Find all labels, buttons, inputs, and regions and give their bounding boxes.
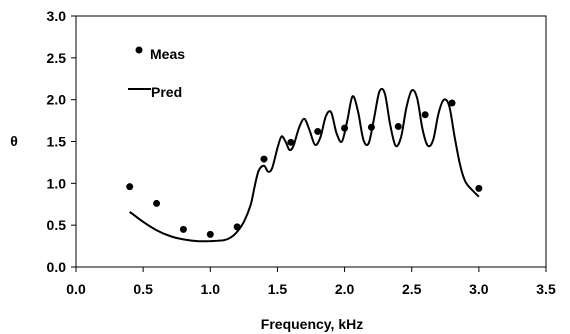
x-axis-ticks: 0.0 0.5 1.0 1.5 2.0 2.5 3.0 3.5 (66, 267, 556, 297)
x-tick-label: 1.5 (268, 281, 288, 297)
legend: Meas Pred (128, 46, 185, 100)
x-axis-title: Frequency, kHz (261, 316, 363, 332)
pred-series (129, 87, 480, 243)
meas-series (126, 99, 483, 238)
y-axis-title: θ (10, 133, 18, 149)
legend-meas-label: Meas (150, 46, 185, 62)
meas-point (421, 111, 429, 119)
legend-pred-label: Pred (151, 84, 182, 100)
meas-point (206, 230, 214, 238)
x-tick-label: 2.0 (335, 281, 355, 297)
meas-point (341, 124, 349, 132)
x-tick-label: 0.5 (133, 281, 153, 297)
meas-point (367, 123, 375, 131)
meas-point (448, 99, 456, 107)
pred-line (129, 87, 480, 243)
y-tick-label: 2.0 (47, 92, 67, 108)
meas-point (153, 199, 161, 207)
x-tick-label: 0.0 (66, 281, 86, 297)
y-tick-label: 0.5 (47, 217, 67, 233)
x-tick-label: 3.0 (469, 281, 489, 297)
meas-point (179, 225, 187, 233)
meas-point (233, 223, 241, 231)
meas-point (260, 155, 268, 163)
legend-meas-marker (135, 46, 143, 54)
x-tick-label: 3.5 (536, 281, 556, 297)
meas-point (394, 122, 402, 130)
meas-point (287, 138, 295, 146)
meas-point (126, 183, 134, 191)
y-tick-label: 1.5 (47, 134, 67, 150)
plot-area (75, 15, 547, 268)
x-tick-label: 1.0 (201, 281, 221, 297)
meas-point (314, 127, 322, 135)
y-tick-label: 3.0 (47, 8, 67, 24)
meas-point (475, 184, 483, 192)
y-tick-label: 1.0 (47, 175, 67, 191)
y-axis-ticks: 0.0 0.5 1.0 1.5 2.0 2.5 3.0 (47, 8, 76, 275)
y-tick-label: 2.5 (47, 50, 67, 66)
y-tick-label: 0.0 (47, 259, 67, 275)
x-tick-label: 2.5 (402, 281, 422, 297)
